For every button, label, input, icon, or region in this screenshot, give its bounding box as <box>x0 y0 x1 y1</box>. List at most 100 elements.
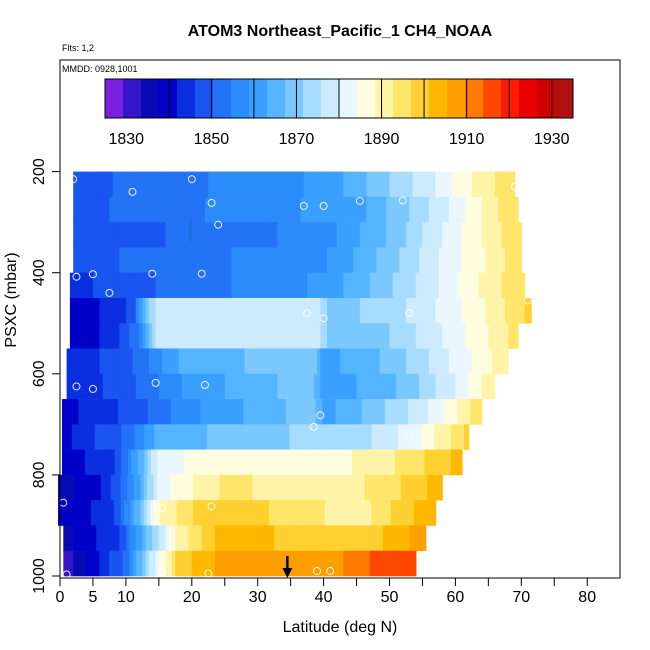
heatmap-cell <box>295 399 300 425</box>
heatmap-cell <box>221 196 226 223</box>
heatmap-cell <box>343 373 348 400</box>
heatmap-cell <box>223 399 228 425</box>
heatmap-cell <box>234 348 239 375</box>
heatmap-cell <box>131 424 136 450</box>
heatmap-cell <box>176 474 181 501</box>
heatmap-cell <box>524 297 529 324</box>
heatmap-cell <box>267 222 272 248</box>
heatmap-cell <box>419 196 424 223</box>
heatmap-cell <box>122 323 127 349</box>
heatmap-cell <box>231 196 236 223</box>
heatmap-cell <box>272 449 277 476</box>
heatmap-cell <box>455 171 460 198</box>
heatmap-cell <box>193 424 198 450</box>
heatmap-cell <box>326 272 331 299</box>
heatmap-cell <box>297 272 302 299</box>
heatmap-cell <box>498 171 503 198</box>
heatmap-cell <box>389 323 394 349</box>
heatmap-cell <box>488 222 493 248</box>
heatmap-cell <box>211 373 216 400</box>
colorbar-swatch <box>231 79 250 118</box>
heatmap-cell <box>134 399 139 425</box>
heatmap-cell <box>274 550 279 577</box>
heatmap-cell <box>66 550 71 577</box>
heatmap-cell <box>244 323 249 349</box>
heatmap-cell <box>366 222 371 248</box>
heatmap-cell <box>109 297 114 324</box>
heatmap-cell <box>253 424 257 450</box>
heatmap-cell <box>178 373 183 400</box>
heatmap-cell <box>201 272 206 299</box>
heatmap-cell <box>241 247 246 273</box>
heatmap-cell <box>409 272 414 299</box>
heatmap-cell <box>262 500 267 526</box>
heatmap-cell <box>485 247 489 273</box>
heatmap-cell <box>144 424 149 450</box>
heatmap-cell <box>152 222 157 248</box>
heatmap-cell <box>307 297 312 324</box>
heatmap-cell <box>246 449 251 476</box>
heatmap-cell <box>257 222 262 248</box>
heatmap-cell <box>341 474 346 501</box>
heatmap-cell <box>345 399 350 425</box>
heatmap-cell <box>420 500 425 526</box>
heatmap-cell <box>438 196 443 223</box>
heatmap-cell <box>346 323 351 349</box>
heatmap-cell <box>152 550 157 577</box>
heatmap-cell <box>267 348 272 375</box>
heatmap-cell <box>478 297 483 324</box>
heatmap-cell <box>407 500 412 526</box>
heatmap-cell <box>204 272 209 299</box>
heatmap-cell <box>177 449 182 476</box>
heatmap-cell <box>127 474 132 501</box>
heatmap-cell <box>237 272 242 299</box>
heatmap-cell <box>218 171 223 198</box>
heatmap-cell <box>178 525 183 552</box>
heatmap-cell <box>231 222 236 248</box>
heatmap-cell <box>438 373 443 400</box>
heatmap-cell <box>167 449 172 476</box>
heatmap-cell <box>331 474 336 501</box>
heatmap-cell <box>156 474 161 501</box>
heatmap-cell <box>188 373 193 400</box>
heatmap-cell <box>392 373 397 400</box>
heatmap-cell <box>463 399 468 425</box>
heatmap-cell <box>392 348 397 375</box>
heatmap-cell <box>396 323 400 349</box>
heatmap-cell <box>97 474 102 501</box>
heatmap-cell <box>139 373 143 400</box>
heatmap-cell <box>124 424 129 450</box>
heatmap-cell <box>254 196 259 223</box>
heatmap-cell <box>125 196 130 223</box>
heatmap-cell <box>442 247 447 273</box>
heatmap-cell <box>274 525 279 552</box>
sample-point <box>214 220 223 229</box>
heatmap-cell <box>214 297 219 324</box>
heatmap-cell <box>218 323 223 349</box>
heatmap-cell <box>137 399 142 425</box>
heatmap-cell <box>471 373 476 400</box>
heatmap-cell <box>117 474 122 501</box>
heatmap-cell <box>284 272 288 299</box>
heatmap-cell <box>270 550 275 577</box>
heatmap-cell <box>445 196 450 223</box>
heatmap-cell <box>376 550 381 577</box>
heatmap-cell <box>303 247 308 273</box>
heatmap-cell <box>280 222 285 248</box>
heatmap-cell <box>204 550 209 577</box>
heatmap-cell <box>244 373 249 400</box>
heatmap-cell <box>287 525 292 552</box>
heatmap-cell <box>61 449 66 476</box>
heatmap-cell <box>326 297 331 324</box>
heatmap-cell <box>76 222 81 248</box>
heatmap-cell <box>305 399 310 425</box>
colorbar-tick-label: 1850 <box>194 131 230 148</box>
heatmap-cell <box>491 272 496 299</box>
colorbar-swatch <box>177 79 196 118</box>
heatmap-cell <box>221 525 226 552</box>
heatmap-cell <box>442 272 447 299</box>
heatmap-cell <box>99 550 104 577</box>
heatmap-cell <box>282 474 286 501</box>
heatmap-cell <box>394 500 399 526</box>
heatmap-cell <box>119 297 124 324</box>
